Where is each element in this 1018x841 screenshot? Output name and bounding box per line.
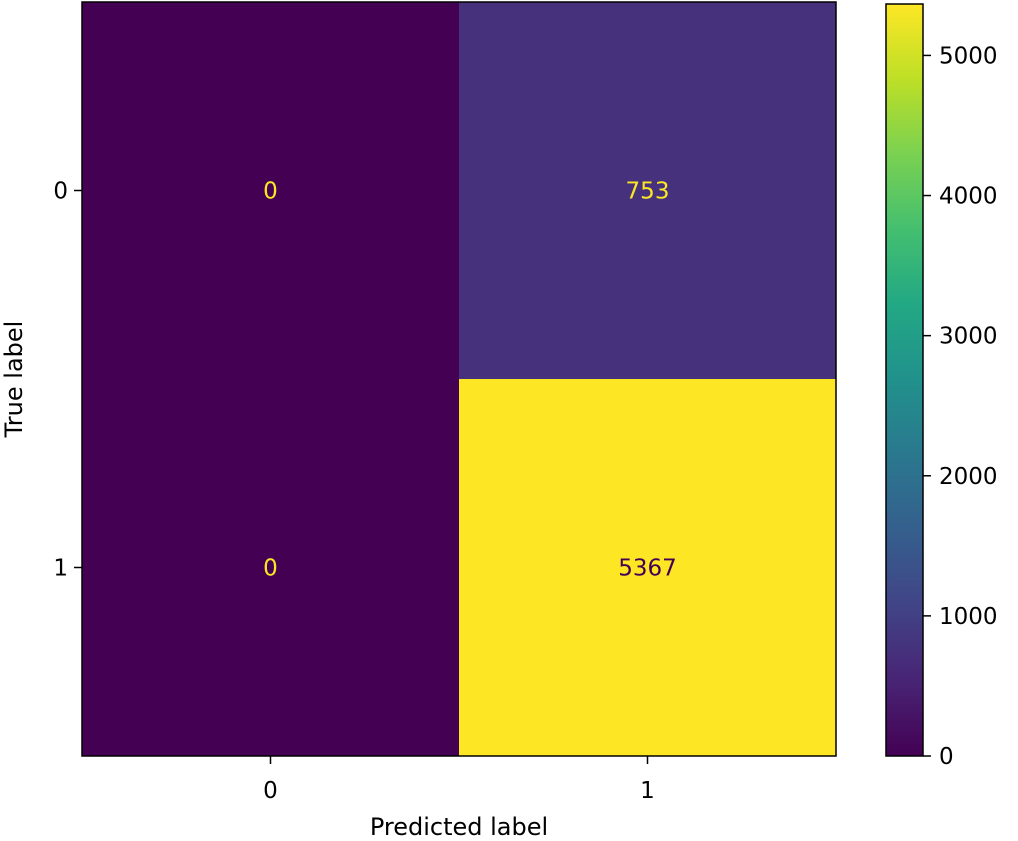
heatmap-cell-r0-c0 [82,2,460,380]
cell-value-r0-c1: 753 [626,179,670,205]
y-tick-label-0: 0 [53,179,68,205]
y-axis-ticks: 01 [53,179,82,582]
colorbar-tick-label-0: 0 [939,744,954,770]
heatmap-cell-r0-c1 [459,2,837,380]
cell-value-r1-c1: 5367 [618,556,677,582]
y-tick-label-1: 1 [53,556,68,582]
heatmap-cell-r1-c0 [82,379,460,757]
colorbar-tick-label-3000: 3000 [939,324,998,350]
x-tick-label-1: 1 [640,778,655,804]
cell-value-labels: 0 753 0 5367 [263,179,677,582]
y-axis-label: True label [0,321,28,439]
colorbar-tick-label-1000: 1000 [939,604,998,630]
plot-frame [81,1,837,757]
colorbar [885,3,924,757]
colorbar-ticks: 0 1000 2000 3000 4000 5000 [923,43,998,770]
cell-value-r0-c0: 0 [263,179,278,205]
x-axis-label: Predicted label [370,813,548,841]
heatmap-cells [82,2,837,757]
cell-value-r1-c0: 0 [263,556,278,582]
heatmap-cell-r1-c1 [459,379,837,757]
colorbar-tick-label-5000: 5000 [939,43,998,69]
colorbar-tick-label-4000: 4000 [939,184,998,210]
x-tick-label-0: 0 [263,778,278,804]
colorbar-tick-label-2000: 2000 [939,464,998,490]
